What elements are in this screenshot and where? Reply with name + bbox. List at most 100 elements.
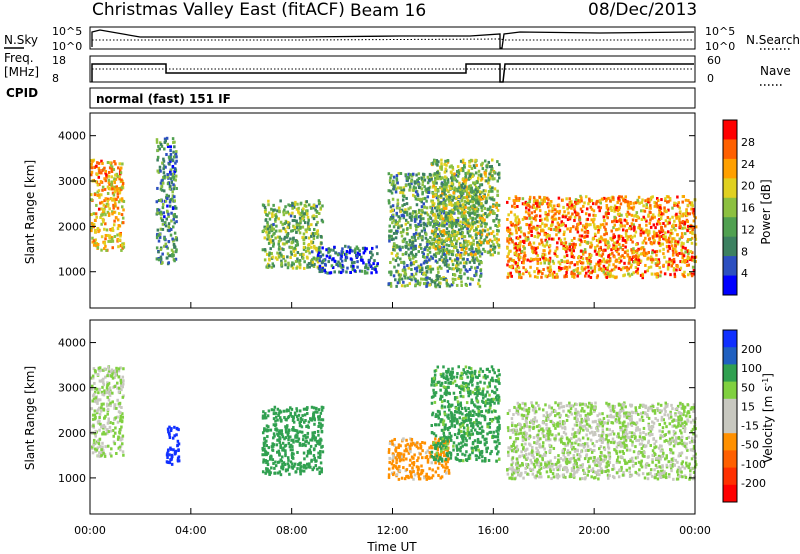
heatmap-cell xyxy=(446,269,450,273)
heatmap-cell xyxy=(93,447,97,451)
heatmap-cell xyxy=(481,228,485,232)
heatmap-cell xyxy=(578,218,582,222)
heatmap-cell xyxy=(404,184,408,188)
heatmap-cell xyxy=(261,470,265,474)
heatmap-cell xyxy=(271,442,274,446)
power-colorbar-tick-label: 20 xyxy=(741,180,755,193)
heatmap-cell xyxy=(634,260,637,264)
heatmap-cell xyxy=(518,235,522,239)
heatmap-cell xyxy=(608,257,612,261)
heatmap-cell xyxy=(462,208,466,212)
heatmap-cell xyxy=(589,260,593,264)
heatmap-cell xyxy=(437,235,441,239)
heatmap-cell xyxy=(172,177,176,181)
heatmap-cell xyxy=(307,441,310,445)
heatmap-cell xyxy=(264,471,267,475)
heatmap-cell xyxy=(572,249,576,253)
heatmap-cell xyxy=(445,231,449,235)
heatmap-cell xyxy=(117,410,121,414)
heatmap-cell xyxy=(107,388,111,392)
heatmap-cell xyxy=(274,256,278,260)
heatmap-cell xyxy=(493,250,497,254)
heatmap-cell xyxy=(406,227,409,231)
heatmap-cell xyxy=(303,221,307,225)
heatmap-cell xyxy=(173,434,176,438)
heatmap-cell xyxy=(456,216,460,220)
heatmap-cell xyxy=(581,268,584,272)
heatmap-cell xyxy=(641,198,644,202)
heatmap-cell xyxy=(426,175,430,179)
heatmap-cell xyxy=(101,185,105,189)
heatmap-cell xyxy=(427,177,431,181)
heatmap-cell xyxy=(457,170,460,174)
heatmap-cell xyxy=(487,178,491,182)
heatmap-cell xyxy=(585,207,589,211)
heatmap-cell xyxy=(341,247,344,251)
heatmap-cell xyxy=(616,209,619,213)
heatmap-cell xyxy=(419,281,422,285)
heatmap-cell xyxy=(472,189,476,193)
heatmap-cell xyxy=(443,170,447,174)
heatmap-cell xyxy=(624,245,627,249)
heatmap-cell xyxy=(163,244,166,248)
heatmap-cell xyxy=(480,252,484,256)
heatmap-cell xyxy=(530,211,534,215)
heatmap-cell xyxy=(109,161,112,165)
heatmap-cell xyxy=(423,205,426,209)
heatmap-cell xyxy=(453,222,456,226)
heatmap-cell xyxy=(107,170,111,174)
heatmap-cell xyxy=(401,245,404,249)
heatmap-cell xyxy=(297,210,300,214)
heatmap-cell xyxy=(120,425,123,429)
heatmap-cell xyxy=(278,245,281,249)
heatmap-cell xyxy=(567,211,570,215)
heatmap-cell xyxy=(121,385,124,389)
heatmap-cell xyxy=(462,221,465,225)
heatmap-cell xyxy=(474,171,478,175)
heatmap-cell xyxy=(488,185,492,189)
heatmap-cell xyxy=(121,415,125,419)
heatmap-cell xyxy=(551,220,554,224)
heatmap-cell xyxy=(514,246,517,250)
heatmap-cell xyxy=(309,465,312,469)
heatmap-cell xyxy=(92,367,96,371)
heatmap-cell xyxy=(658,207,661,211)
heatmap-cell xyxy=(289,255,292,259)
heatmap-cell xyxy=(566,207,569,211)
heatmap-cell xyxy=(297,223,300,227)
heatmap-cell xyxy=(303,464,307,468)
heatmap-cell xyxy=(313,232,317,236)
heatmap-cell xyxy=(521,202,525,206)
heatmap-cell xyxy=(693,214,696,218)
heatmap-cell xyxy=(171,225,175,229)
heatmap-cell xyxy=(395,174,399,178)
heatmap-cell xyxy=(558,209,562,213)
heatmap-cell xyxy=(478,185,481,189)
heatmap-cell xyxy=(283,237,286,241)
heatmap-cell xyxy=(105,175,108,179)
heatmap-cell xyxy=(605,206,609,210)
heatmap-cell xyxy=(270,445,274,449)
heatmap-cell xyxy=(299,225,302,229)
heatmap-cell xyxy=(286,456,290,460)
heatmap-cell xyxy=(610,220,614,224)
heatmap-cell xyxy=(280,263,283,267)
heatmap-cell xyxy=(423,185,426,189)
heatmap-cell xyxy=(287,212,291,216)
heatmap-cell xyxy=(444,199,447,203)
heatmap-cell xyxy=(451,267,454,271)
heatmap-cell xyxy=(675,212,678,216)
heatmap-cell xyxy=(281,435,285,439)
heatmap-cell xyxy=(319,449,322,453)
heatmap-cell xyxy=(557,203,560,207)
heatmap-cell xyxy=(111,372,114,376)
heatmap-cell xyxy=(462,187,466,191)
heatmap-cell xyxy=(174,236,178,240)
heatmap-cell xyxy=(165,453,169,457)
heatmap-cell xyxy=(345,252,348,256)
heatmap-cell xyxy=(115,185,118,189)
heatmap-cell xyxy=(298,430,302,434)
heatmap-cell xyxy=(658,206,662,210)
heatmap-cell xyxy=(574,202,578,206)
heatmap-cell xyxy=(479,242,483,246)
